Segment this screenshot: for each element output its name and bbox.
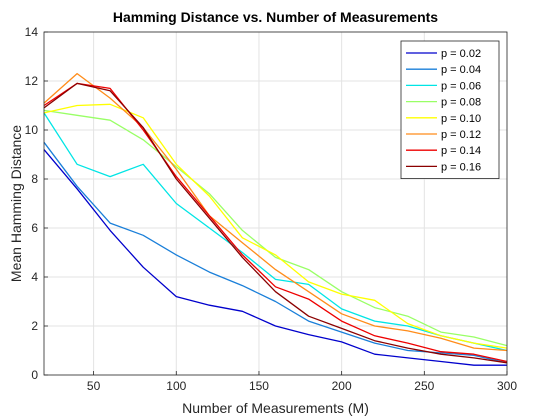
x-axis-ticks: 50 100 150 200 250 300 bbox=[87, 371, 517, 393]
legend-entry: p = 0.02 bbox=[441, 48, 481, 60]
y-tick-label: 2 bbox=[31, 319, 38, 333]
y-tick-label: 6 bbox=[31, 221, 38, 235]
legend-entry: p = 0.14 bbox=[441, 145, 481, 157]
x-tick-label: 100 bbox=[166, 379, 186, 393]
legend-entry: p = 0.04 bbox=[441, 64, 481, 76]
x-axis-label: Number of Measurements (M) bbox=[182, 400, 369, 416]
y-tick-label: 0 bbox=[31, 368, 38, 382]
y-axis-label: Mean Hamming Distance bbox=[8, 125, 24, 282]
legend-entry: p = 0.06 bbox=[441, 80, 481, 92]
legend-entry: p = 0.10 bbox=[441, 113, 481, 125]
x-tick-label: 200 bbox=[332, 379, 352, 393]
legend-entry: p = 0.16 bbox=[441, 161, 481, 173]
x-tick-label: 50 bbox=[87, 379, 101, 393]
chart-title: Hamming Distance vs. Number of Measureme… bbox=[113, 9, 438, 25]
y-tick-label: 10 bbox=[25, 123, 39, 137]
y-axis-ticks: 0 2 4 6 8 10 12 14 bbox=[25, 25, 48, 382]
y-tick-label: 8 bbox=[31, 172, 38, 186]
y-tick-label: 14 bbox=[25, 25, 39, 39]
y-tick-label: 12 bbox=[25, 74, 39, 88]
x-tick-label: 300 bbox=[497, 379, 517, 393]
x-tick-label: 150 bbox=[249, 379, 269, 393]
legend-entry: p = 0.08 bbox=[441, 97, 481, 109]
y-tick-label: 4 bbox=[31, 270, 38, 284]
legend: p = 0.02 p = 0.04 p = 0.06 p = 0.08 p = 0.10… bbox=[401, 41, 499, 179]
x-tick-label: 250 bbox=[414, 379, 434, 393]
legend-box bbox=[401, 41, 499, 179]
legend-entry: p = 0.12 bbox=[441, 129, 481, 141]
